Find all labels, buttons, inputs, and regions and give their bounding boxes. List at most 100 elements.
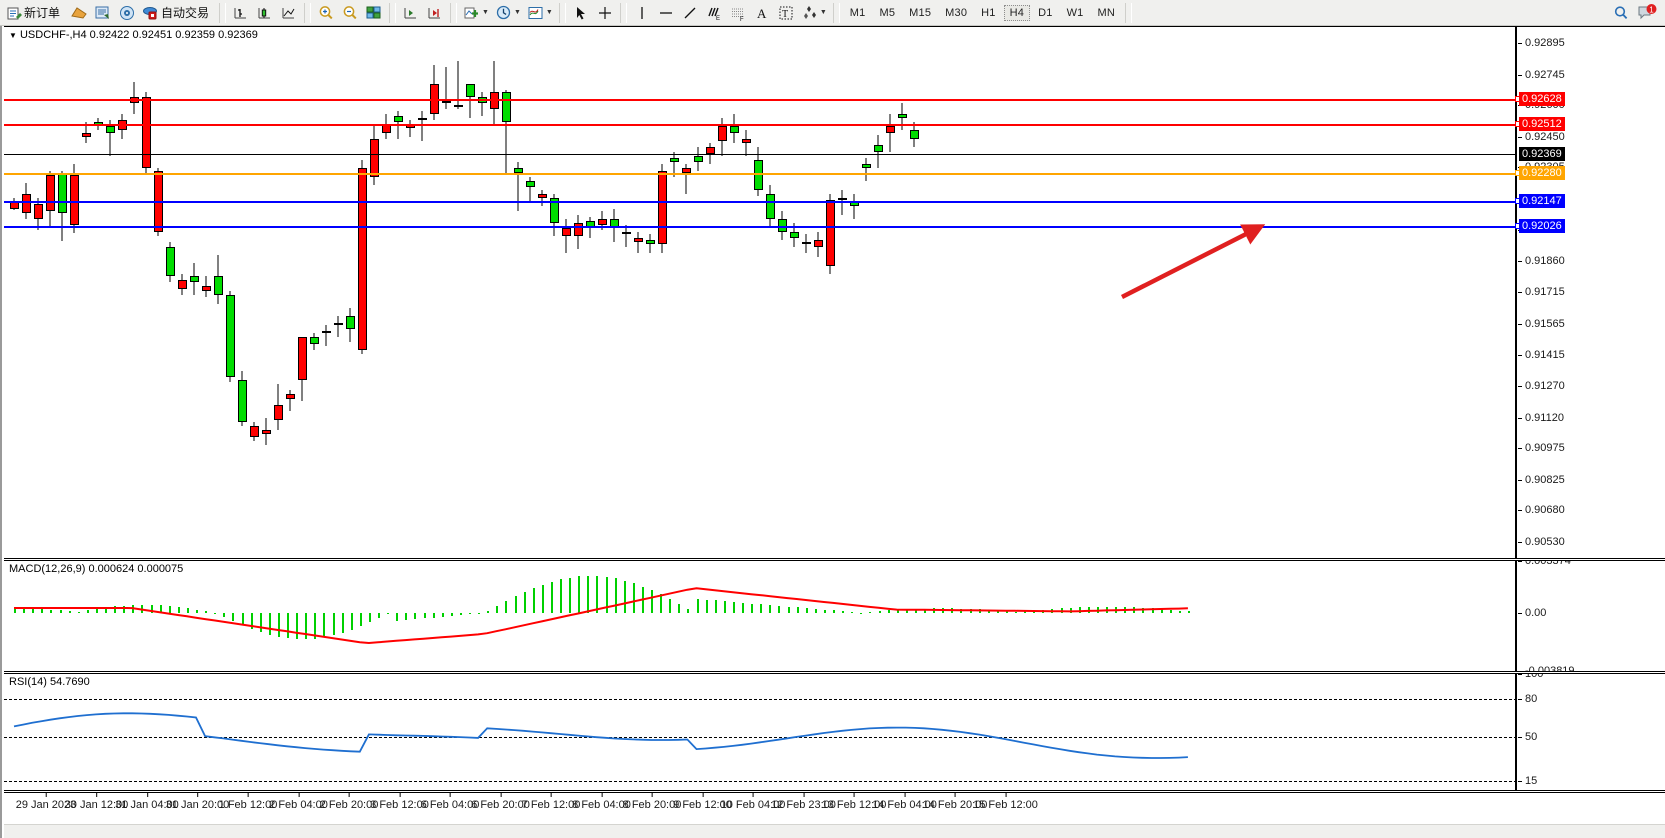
timeframe-h4[interactable]: H4 — [1003, 4, 1031, 21]
indicators-button[interactable]: ▼ — [460, 1, 492, 25]
vertical-line-icon — [633, 4, 651, 22]
macd-histogram-bar — [523, 592, 526, 613]
text-label-button[interactable]: T — [774, 1, 798, 25]
chart-window: ▼ ▼ USDCHF-,H4 0.92422 0.92451 0.92359 0… — [0, 25, 1665, 838]
periods-button[interactable]: ▼ — [492, 1, 524, 25]
macd-histogram-bar — [569, 577, 572, 613]
shapes-button[interactable]: ▼ — [798, 1, 830, 25]
timeframe-m1[interactable]: M1 — [849, 6, 866, 19]
time-tick: 3 Feb 12:00 — [370, 792, 429, 811]
macd-histogram-bar — [851, 611, 854, 613]
macd-histogram-bar — [459, 612, 462, 615]
macd-histogram-bar — [241, 612, 244, 626]
rsi-level-line — [4, 781, 1517, 783]
macd-signal-line — [14, 587, 1188, 645]
chevron-down-icon[interactable]: ▼ — [513, 9, 521, 16]
candlestick — [393, 27, 403, 558]
fibonacci-button[interactable]: F — [726, 1, 750, 25]
auto-scroll-button[interactable] — [423, 1, 447, 25]
timeframe-m5[interactable]: M5 — [879, 6, 896, 19]
vertical-line-button[interactable] — [630, 1, 654, 25]
macd-histogram-bar — [614, 578, 617, 613]
chevron-down-icon[interactable]: ▼ — [482, 9, 489, 16]
candlestick — [477, 27, 487, 558]
new-order-label: 新订单 — [24, 6, 61, 20]
candle-body — [393, 115, 403, 122]
timeframe-w1[interactable]: W1 — [1066, 6, 1084, 19]
zoom-out-button[interactable] — [338, 1, 362, 25]
time-tick: 8 Feb 04:00 — [572, 792, 631, 811]
tile-windows-button[interactable] — [362, 1, 386, 25]
market-watch-button[interactable] — [91, 1, 115, 25]
line-chart-button[interactable] — [277, 1, 301, 25]
crosshair-button[interactable] — [593, 1, 617, 25]
main-toolbar: 新订单 — [0, 0, 1665, 26]
zoom-in-button[interactable] — [314, 1, 338, 25]
candlestick — [753, 27, 763, 558]
timeframe-d1[interactable]: D1 — [1038, 6, 1053, 19]
macd-histogram-bar — [250, 612, 253, 630]
new-order-button[interactable]: 新订单 — [2, 1, 67, 25]
candlestick — [177, 27, 187, 558]
macd-plot-area[interactable] — [4, 561, 1517, 671]
elliott-wave-button[interactable]: E — [702, 1, 726, 25]
macd-histogram-bar — [669, 598, 672, 613]
candlestick — [597, 27, 607, 558]
shift-end-button[interactable] — [399, 1, 423, 25]
candle-body — [21, 193, 31, 213]
price-plot-area[interactable] — [4, 27, 1521, 558]
candle-body — [213, 276, 223, 296]
rsi-tick: 80 — [1517, 693, 1538, 706]
macd-histogram-bar — [651, 590, 653, 613]
timeframe-mn[interactable]: MN — [1097, 6, 1115, 19]
candlestick — [681, 27, 691, 558]
macd-histogram-bar — [869, 611, 872, 613]
candlestick — [33, 27, 43, 558]
bar-chart-button[interactable] — [229, 1, 253, 25]
timeframe-h1[interactable]: H1 — [981, 6, 996, 19]
candle-body — [105, 126, 115, 133]
rsi-pane[interactable]: RSI(14) 54.7690 100 80 50 15 — [4, 673, 1665, 791]
candle-body — [705, 147, 715, 154]
alerts-button[interactable]: 1 — [1633, 1, 1661, 25]
rsi-plot-area[interactable] — [4, 674, 1517, 790]
candlestick — [645, 27, 655, 558]
price-tick: 0.92450 — [1518, 130, 1565, 143]
price-axis[interactable]: 0.928950.927450.926000.924500.923050.921… — [1515, 27, 1665, 558]
candle-wick — [565, 219, 567, 253]
zoom-in-icon — [317, 4, 335, 22]
trendline-button[interactable] — [678, 1, 702, 25]
macd-histogram-bar — [878, 611, 881, 613]
candle-wick — [745, 130, 747, 156]
navigator-icon — [118, 4, 136, 22]
chevron-down-icon[interactable]: ▼ — [819, 9, 827, 16]
chevron-down-icon[interactable]: ▼ — [545, 9, 553, 16]
candlestick — [825, 27, 835, 558]
macd-histogram-bar — [469, 612, 471, 615]
candlestick-chart-button[interactable] — [253, 1, 277, 25]
text-button[interactable]: A — [750, 1, 774, 25]
macd-pane[interactable]: MACD(12,26,9) 0.000624 0.000075 0.003374… — [4, 560, 1665, 672]
candle-body — [453, 105, 463, 108]
macd-histogram-bar — [705, 599, 708, 613]
price-pane[interactable]: ▼ USDCHF-,H4 0.92422 0.92451 0.92359 0.9… — [4, 26, 1665, 559]
bar-chart-icon — [232, 4, 250, 22]
macd-histogram-bar — [578, 576, 581, 613]
navigator-button[interactable] — [115, 1, 139, 25]
macd-histogram-bar — [732, 602, 735, 613]
timeframe-m15[interactable]: M15 — [909, 6, 932, 19]
timeframe-m30[interactable]: M30 — [945, 6, 968, 19]
horizontal-scrollbar[interactable] — [4, 824, 1665, 838]
time-tick: 2 Feb 04:00 — [269, 792, 328, 811]
auto-trading-button[interactable]: 自动交易 — [139, 1, 216, 25]
search-button[interactable] — [1609, 1, 1633, 25]
templates-button[interactable]: ▼ — [524, 1, 556, 25]
cursor-icon — [572, 4, 590, 22]
candle-body — [177, 280, 187, 289]
candle-body — [69, 174, 79, 226]
candlestick — [885, 27, 895, 558]
charts-button[interactable] — [67, 1, 91, 25]
macd-histogram-bar — [696, 598, 699, 613]
horizontal-line-button[interactable] — [654, 1, 678, 25]
cursor-button[interactable] — [569, 1, 593, 25]
